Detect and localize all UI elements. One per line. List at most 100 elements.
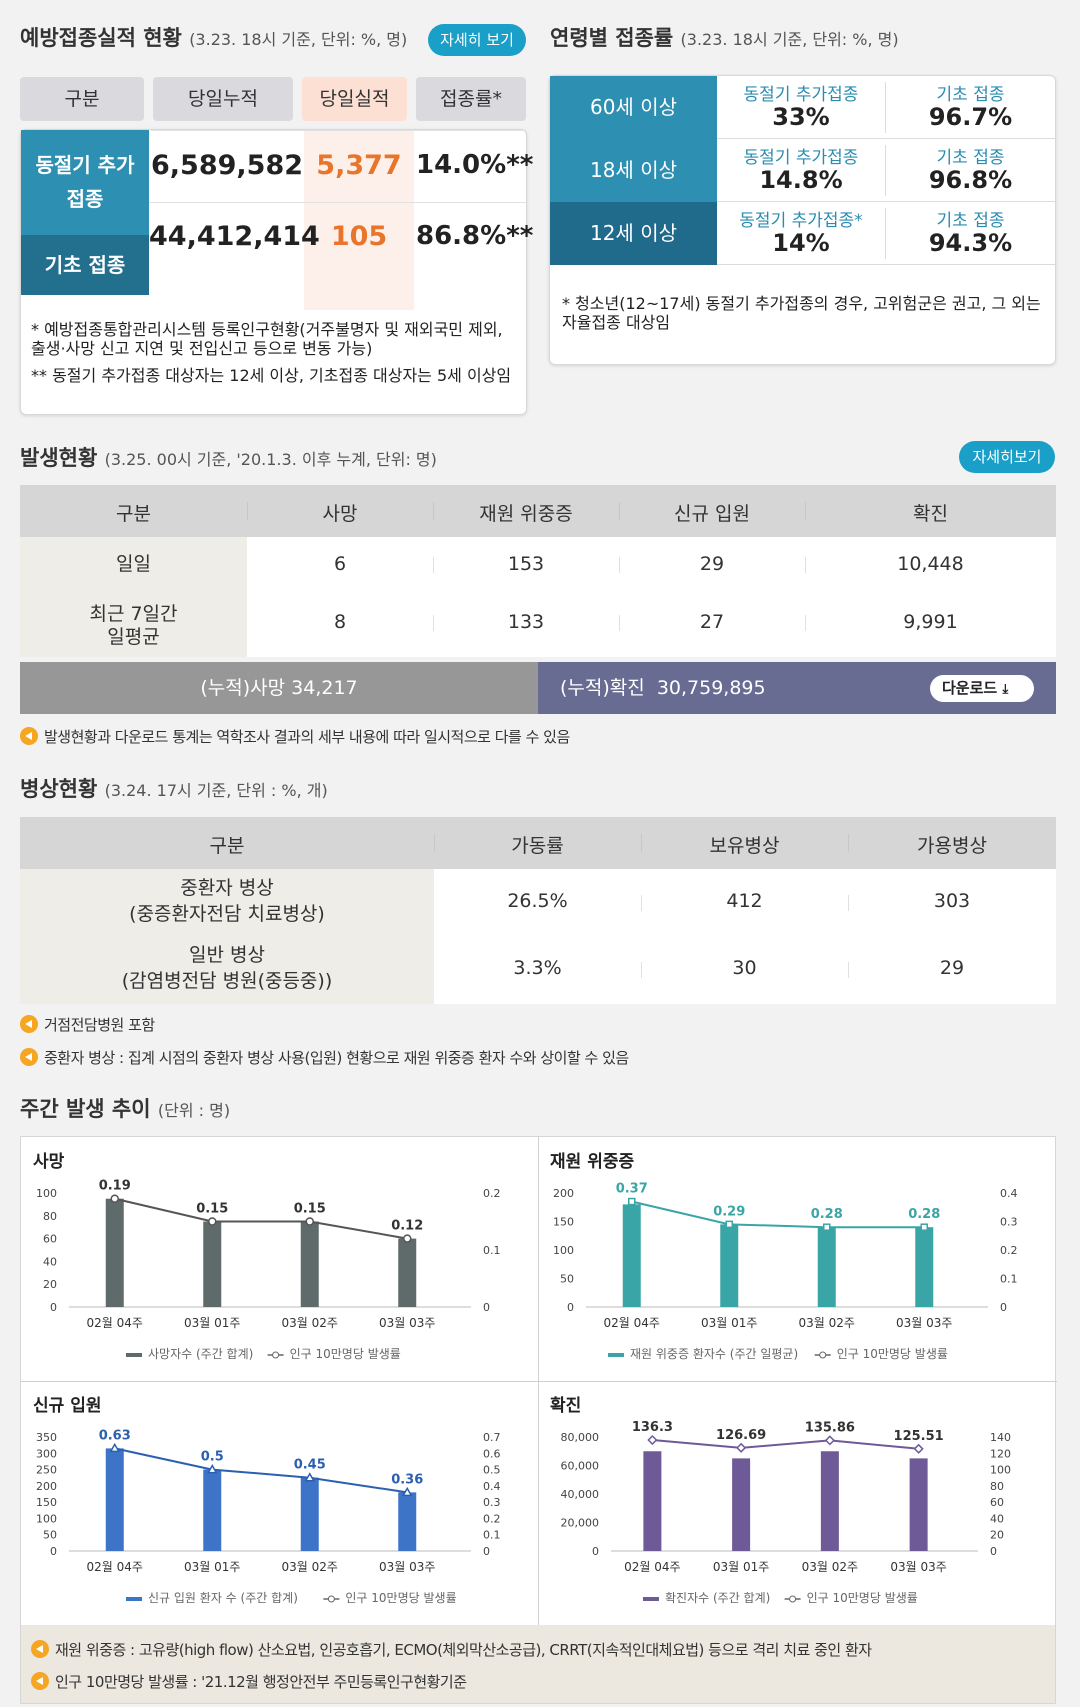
vacc-card: 동절기 추가 접종 기초 접종 6,589,582 5,377 14.0%** … <box>20 129 534 415</box>
occ-row-label: 일일 <box>116 553 151 575</box>
age-booster-value: 14% <box>772 229 830 257</box>
chart-bar <box>105 1448 124 1551</box>
vacc-header-today: 당일실적 <box>302 77 407 121</box>
occ-cumulative-confirmed: (누적)확진 30,759,895 <box>560 677 766 699</box>
x-tick: 03월 02주 <box>282 1560 338 1574</box>
legend-rate-swatch <box>819 1351 827 1359</box>
chart-bar <box>300 1221 319 1307</box>
age-basic-value: 96.8% <box>928 166 1013 194</box>
vacc-booster-rate: 14.0%** <box>416 150 534 180</box>
chart-rate-point <box>920 1223 928 1231</box>
weekly-note-2: 인구 10만명당 발생률 : '21.12월 행정안전부 주민등록인구현황기준 <box>31 1671 467 1692</box>
legend-rate-swatch <box>327 1595 335 1603</box>
legend-rate-label: 인구 10만명당 발생률 <box>807 1591 918 1605</box>
bed-cell: 29 <box>939 957 965 979</box>
y-left-tick: 0 <box>50 1301 57 1314</box>
x-tick: 03월 02주 <box>802 1560 858 1574</box>
occ-cell: 6 <box>333 553 347 575</box>
age-card: 60세 이상 동절기 추가접종 33% 기초 접종 96.7% 18세 이상 동절기 추가접… <box>549 75 1056 365</box>
chart-title: 재원 위중증 <box>550 1152 634 1172</box>
age-note: * 청소년(12~17세) 동절기 추가접종의 경우, 고위험군은 권고, 그 … <box>562 294 1041 332</box>
age-basic-value: 96.7% <box>928 103 1013 131</box>
y-left-tick: 0 <box>50 1545 57 1558</box>
occ-cumulative-confirmed-bar: (누적)확진 30,759,895 다운로드 ⤓ <box>538 662 1056 714</box>
x-tick: 03월 02주 <box>799 1316 855 1330</box>
bed-row-label: 중환자 병상 (중증환자전담 치료병상) <box>129 877 325 925</box>
y-right-tick: 0.3 <box>483 1496 501 1509</box>
y-right-tick: 20 <box>990 1529 1004 1542</box>
chart-rate-label: 0.37 <box>616 1182 648 1197</box>
age-booster-key: 동절기 추가접종 <box>743 148 859 168</box>
y-right-tick: 0.1 <box>1000 1273 1018 1286</box>
x-tick: 02월 04주 <box>87 1316 143 1330</box>
chart-rate-point <box>304 1472 316 1482</box>
y-right-tick: 0.2 <box>483 1512 501 1525</box>
y-right-tick: 0.2 <box>1000 1244 1018 1257</box>
vacc-booster-total: 6,589,582 <box>151 150 304 181</box>
legend-rate-swatch <box>789 1595 797 1603</box>
y-left-tick: 50 <box>43 1529 57 1542</box>
chart-bar <box>622 1204 641 1307</box>
y-right-tick: 0.1 <box>483 1529 501 1542</box>
x-tick: 03월 01주 <box>184 1316 240 1330</box>
y-right-tick: 0 <box>483 1301 490 1314</box>
occ-cumulative-death: (누적)사망 34,217 <box>20 662 538 714</box>
chart-bar <box>720 1224 739 1307</box>
bed-note-1: 거점전담병원 포함 <box>20 1014 155 1035</box>
chart-rate-label: 0.5 <box>201 1450 224 1465</box>
chart-rate-label: 0.15 <box>196 1202 228 1217</box>
chart-bar <box>398 1492 417 1551</box>
weekly-chart: 확진 0 20,000 40,000 60,000 80,000 0 20 40 60 80 100 1… <box>550 1396 1011 1605</box>
chart-rate-label: 0.12 <box>391 1219 423 1234</box>
occ-cell: 8 <box>333 611 347 633</box>
occ-cell: 10,448 <box>897 553 964 575</box>
chart-rate-point <box>823 1223 831 1231</box>
y-left-tick: 350 <box>36 1431 57 1444</box>
occ-cell: 27 <box>699 611 725 633</box>
vacc-basic-today: 105 <box>330 221 388 252</box>
weekly-note-1: 재원 위중증 : 고유량(high flow) 산소요법, 인공호흡기, ECM… <box>31 1639 872 1660</box>
y-right-tick: 0 <box>483 1545 490 1558</box>
occ-note: 발생현황과 다운로드 통계는 역학조사 결과의 세부 내용에 따라 일시적으로 … <box>20 726 570 747</box>
legend-rate-swatch <box>272 1351 280 1359</box>
chart-rate-point <box>305 1217 314 1226</box>
legend-bar-swatch <box>126 1353 142 1357</box>
y-right-tick: 0 <box>1000 1301 1007 1314</box>
download-button[interactable]: 다운로드 ⤓ <box>930 675 1034 702</box>
bed-section-title: 병상현황 (3.24. 17시 기준, 단위 : %, 개) <box>20 777 328 801</box>
bed-header: 구분 <box>209 835 245 857</box>
x-tick: 03월 03주 <box>379 1316 435 1330</box>
y-left-tick: 300 <box>36 1447 57 1460</box>
vacc-detail-button[interactable]: 자세히 보기 <box>428 24 526 56</box>
y-right-tick: 100 <box>990 1464 1011 1477</box>
legend-rate-label: 인구 10만명당 발생률 <box>837 1347 948 1361</box>
chart-rate-point <box>110 1194 119 1203</box>
weekly-chart: 사망 0 20 40 60 80 100 0 0.1 0.2 02월 04주 03월 01주 03월 0… <box>33 1152 501 1361</box>
age-row-label: 18세 이상 <box>550 139 717 202</box>
chart-rate-label: 0.63 <box>99 1428 131 1443</box>
x-tick: 03월 02주 <box>282 1316 338 1330</box>
occ-row-label: 최근 7일간 일평균 <box>89 603 178 648</box>
legend-bar-swatch <box>126 1597 142 1601</box>
weekly-notes-box: 재원 위중증 : 고유량(high flow) 산소요법, 인공호흡기, ECM… <box>21 1625 1055 1703</box>
bed-cell: 3.3% <box>513 957 562 979</box>
chart-rate-point <box>208 1217 217 1226</box>
y-left-tick: 250 <box>36 1464 57 1477</box>
x-tick: 03월 01주 <box>701 1316 757 1330</box>
x-tick: 03월 03주 <box>379 1560 435 1574</box>
occ-cell: 153 <box>507 553 545 575</box>
chart-bar <box>300 1477 319 1551</box>
occ-header: 사망 <box>322 503 358 525</box>
y-right-tick: 140 <box>990 1431 1011 1444</box>
chart-rate-label: 0.19 <box>99 1179 131 1194</box>
info-bullet-icon <box>20 1048 38 1066</box>
y-left-tick: 150 <box>553 1216 574 1229</box>
vacc-basic-total: 44,412,414 <box>149 221 320 252</box>
occ-detail-button[interactable]: 자세히보기 <box>959 441 1055 473</box>
weekly-charts-panel: 사망 0 20 40 60 80 100 0 0.1 0.2 02월 04주 03월 01주 03월 0… <box>20 1136 1057 1704</box>
legend-rate-label: 인구 10만명당 발생률 <box>345 1591 456 1605</box>
vacc-header-category: 구분 <box>20 77 144 121</box>
legend-bar-swatch <box>608 1353 624 1357</box>
bed-header: 가동률 <box>511 835 564 857</box>
y-left-tick: 0 <box>567 1301 574 1314</box>
